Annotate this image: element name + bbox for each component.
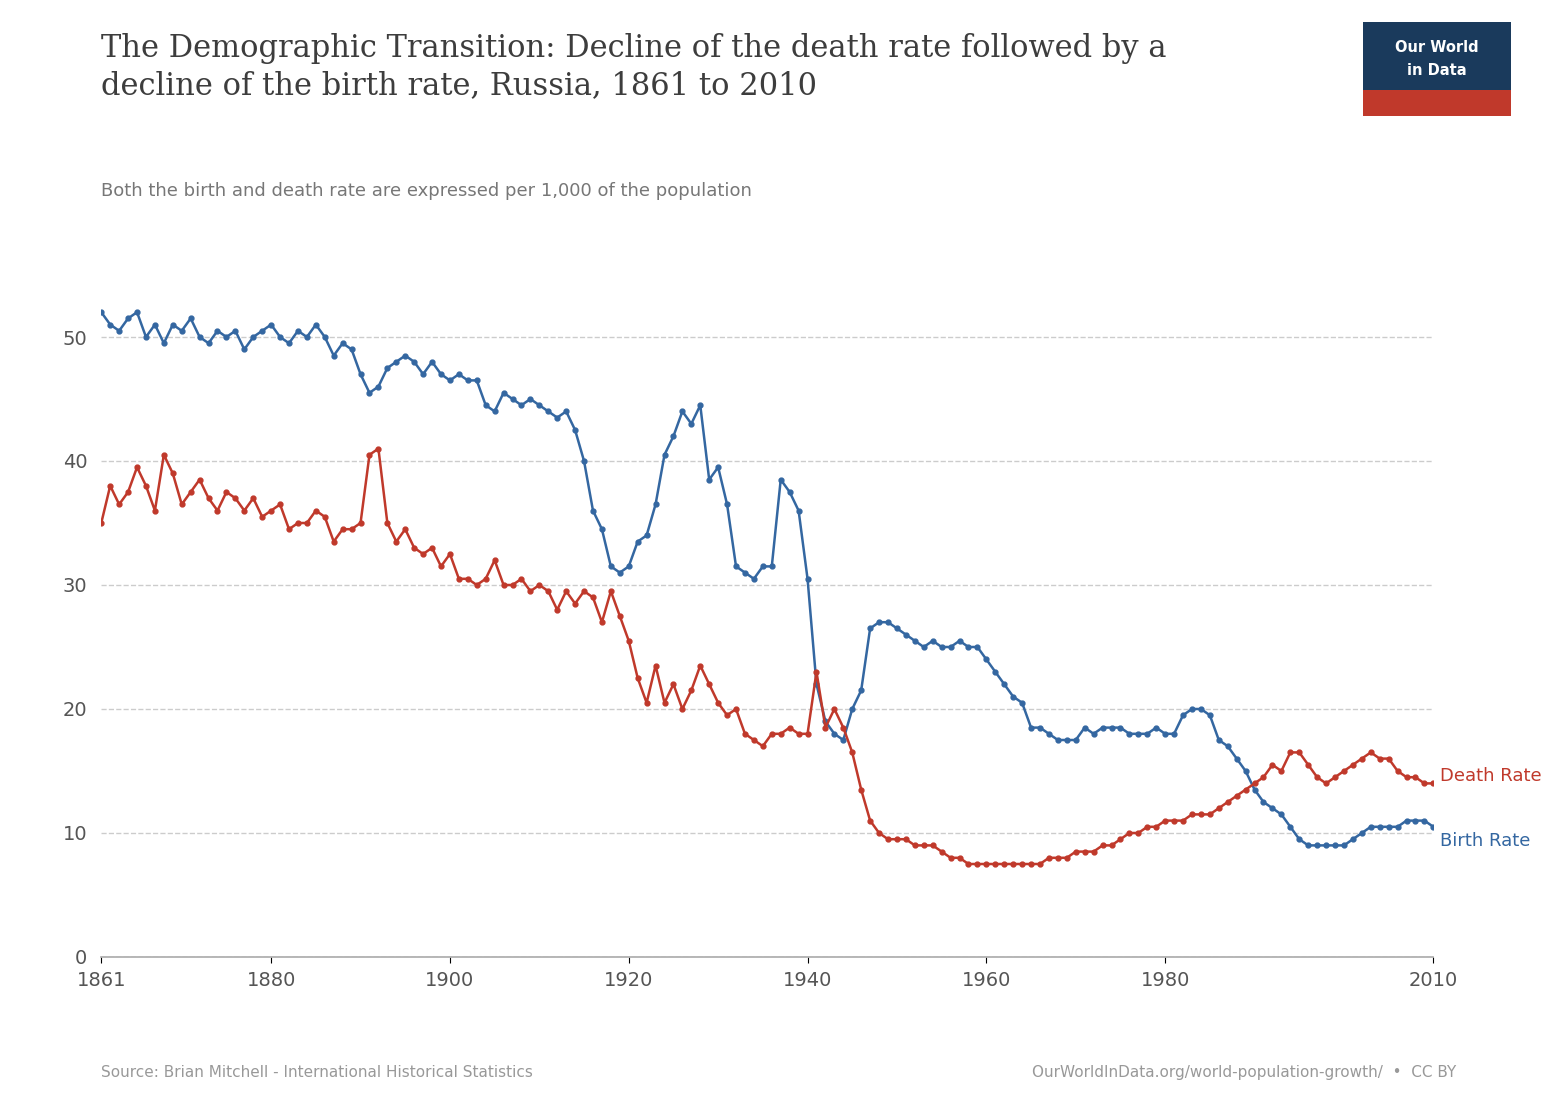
Text: The Demographic Transition: Decline of the death rate followed by a
decline of t: The Demographic Transition: Decline of t… bbox=[101, 33, 1167, 101]
Text: in Data: in Data bbox=[1407, 63, 1468, 78]
FancyBboxPatch shape bbox=[1363, 90, 1511, 116]
FancyBboxPatch shape bbox=[1363, 22, 1511, 115]
Text: Both the birth and death rate are expressed per 1,000 of the population: Both the birth and death rate are expres… bbox=[101, 182, 753, 199]
Text: Death Rate: Death Rate bbox=[1440, 768, 1542, 785]
Text: Birth Rate: Birth Rate bbox=[1440, 832, 1530, 849]
Text: OurWorldInData.org/world-population-growth/  •  CC BY: OurWorldInData.org/world-population-grow… bbox=[1033, 1065, 1457, 1080]
Text: Source: Brian Mitchell - International Historical Statistics: Source: Brian Mitchell - International H… bbox=[101, 1065, 533, 1080]
Text: Our World: Our World bbox=[1396, 40, 1479, 55]
